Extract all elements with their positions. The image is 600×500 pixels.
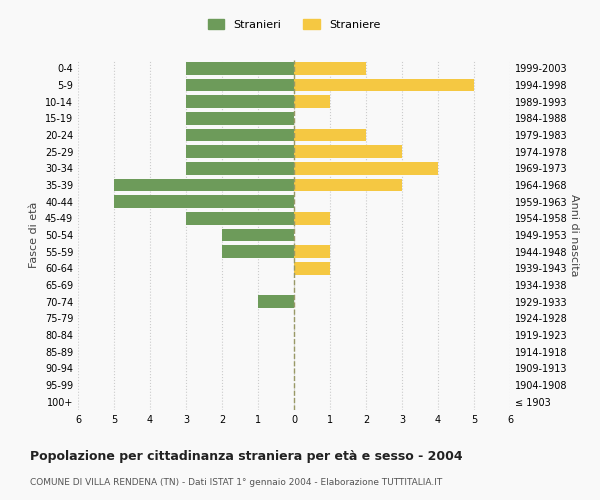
Bar xyxy=(294,212,330,224)
Bar xyxy=(186,96,294,108)
Bar xyxy=(294,179,402,191)
Bar xyxy=(294,262,330,274)
Y-axis label: Fasce di età: Fasce di età xyxy=(29,202,39,268)
Bar xyxy=(294,128,366,141)
Bar xyxy=(114,196,294,208)
Bar xyxy=(294,62,366,74)
Text: Popolazione per cittadinanza straniera per età e sesso - 2004: Popolazione per cittadinanza straniera p… xyxy=(30,450,463,463)
Bar xyxy=(114,179,294,191)
Bar xyxy=(186,112,294,124)
Bar xyxy=(186,128,294,141)
Bar xyxy=(186,62,294,74)
Text: COMUNE DI VILLA RENDENA (TN) - Dati ISTAT 1° gennaio 2004 - Elaborazione TUTTITA: COMUNE DI VILLA RENDENA (TN) - Dati ISTA… xyxy=(30,478,442,487)
Bar xyxy=(222,246,294,258)
Bar xyxy=(186,78,294,91)
Bar xyxy=(294,162,438,174)
Bar xyxy=(186,212,294,224)
Bar xyxy=(186,146,294,158)
Bar xyxy=(294,246,330,258)
Legend: Stranieri, Straniere: Stranieri, Straniere xyxy=(203,14,385,34)
Bar xyxy=(294,146,402,158)
Bar xyxy=(258,296,294,308)
Bar xyxy=(294,78,474,91)
Bar xyxy=(222,229,294,241)
Y-axis label: Anni di nascita: Anni di nascita xyxy=(569,194,579,276)
Bar xyxy=(294,96,330,108)
Bar xyxy=(186,162,294,174)
